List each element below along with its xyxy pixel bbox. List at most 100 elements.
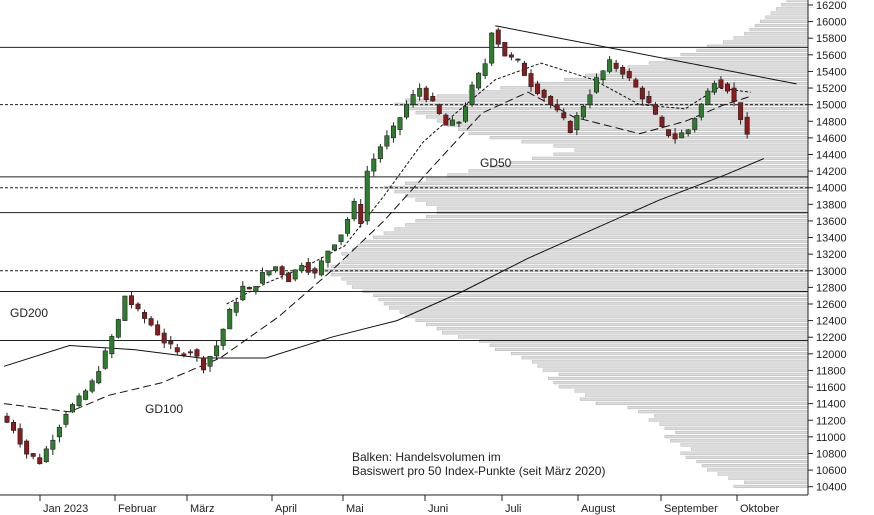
candle-body bbox=[443, 114, 449, 126]
candle-body bbox=[338, 234, 344, 242]
volume-bar bbox=[680, 52, 809, 57]
volume-bar bbox=[426, 214, 809, 219]
candle-body bbox=[273, 266, 279, 272]
candle-body bbox=[50, 439, 56, 450]
x-tick-label: April bbox=[275, 503, 297, 515]
volume-bar bbox=[442, 331, 809, 335]
volume-bar bbox=[574, 389, 809, 393]
candle-body bbox=[11, 422, 17, 431]
volume-bar bbox=[457, 335, 809, 339]
volume-bar bbox=[685, 455, 809, 459]
candle-body bbox=[738, 102, 744, 120]
volume-bar bbox=[659, 422, 809, 426]
y-tick-label: 12800 bbox=[816, 282, 847, 294]
volume-bar bbox=[320, 268, 809, 273]
volume-bar bbox=[696, 459, 809, 464]
candle-body bbox=[76, 395, 82, 407]
y-tick-label: 12400 bbox=[816, 316, 847, 328]
candle-body bbox=[142, 311, 148, 319]
volume-bar bbox=[346, 281, 809, 285]
volume-bar bbox=[744, 32, 809, 36]
axes: Jan 2023 Februar März April Mai Juni Juli Augus… bbox=[0, 0, 847, 515]
y-tick-label: 12600 bbox=[816, 299, 847, 311]
candle-body bbox=[692, 118, 698, 130]
volume-bar bbox=[733, 36, 809, 40]
candle-body bbox=[279, 266, 285, 276]
y-tick-label: 14200 bbox=[816, 166, 847, 178]
candle-body bbox=[115, 319, 121, 338]
y-tick-label: 15600 bbox=[816, 50, 847, 62]
volume-bar bbox=[447, 123, 809, 127]
candle-body bbox=[351, 200, 357, 220]
volume-bar bbox=[669, 439, 809, 443]
candle-body bbox=[561, 112, 567, 119]
volume-bar bbox=[781, 3, 809, 7]
candle-body bbox=[292, 269, 298, 280]
candle-body bbox=[593, 77, 599, 93]
volume-bar bbox=[489, 165, 809, 169]
volume-bar bbox=[468, 90, 809, 94]
y-tick-label: 13000 bbox=[816, 266, 847, 278]
volume-bar bbox=[532, 360, 809, 364]
volume-bar bbox=[696, 48, 809, 52]
volume-bar bbox=[542, 368, 809, 372]
y-tick-label: 10400 bbox=[816, 482, 847, 494]
candle-body bbox=[469, 84, 475, 105]
candle-body bbox=[364, 170, 370, 222]
volume-bar bbox=[754, 23, 809, 28]
candle-body bbox=[207, 356, 213, 367]
volume-bar bbox=[373, 293, 809, 297]
candle-body bbox=[181, 353, 187, 356]
volume-bar bbox=[341, 252, 809, 256]
candle-body bbox=[240, 285, 246, 301]
candle-body bbox=[384, 135, 390, 147]
y-tick-label: 14000 bbox=[816, 183, 847, 195]
candle-body bbox=[168, 341, 174, 345]
candle-body bbox=[397, 117, 403, 130]
candle-body bbox=[194, 349, 200, 357]
candle-body bbox=[390, 125, 396, 139]
candle-body bbox=[430, 96, 436, 102]
x-tick-label: Mai bbox=[346, 503, 364, 515]
candle-body bbox=[318, 260, 324, 276]
y-tick-label: 15200 bbox=[816, 83, 847, 95]
candle-body bbox=[639, 87, 645, 100]
candle-body bbox=[515, 58, 521, 61]
candle-body bbox=[482, 63, 488, 76]
candle-body bbox=[456, 121, 462, 124]
candle-body bbox=[417, 88, 423, 97]
candle-body bbox=[600, 70, 606, 81]
x-tick-label: September bbox=[664, 503, 718, 515]
candle-body bbox=[358, 204, 364, 225]
candle-body bbox=[305, 262, 311, 273]
volume-bar bbox=[579, 397, 809, 401]
y-tick-label: 12000 bbox=[816, 349, 847, 361]
candle-body bbox=[128, 295, 134, 305]
candle-body bbox=[24, 440, 30, 455]
volume-bar bbox=[627, 65, 809, 69]
candle-body bbox=[423, 87, 429, 100]
x-tick-label: Juni bbox=[428, 503, 448, 515]
candle-body bbox=[148, 318, 154, 326]
x-tick-label: Februar bbox=[118, 503, 157, 515]
candle-body bbox=[613, 62, 619, 69]
volume-bar bbox=[585, 393, 809, 397]
volume-bar bbox=[357, 244, 809, 248]
volume-bar bbox=[468, 169, 809, 173]
candle-body bbox=[449, 119, 455, 126]
volume-bar bbox=[351, 285, 809, 289]
volume-bar bbox=[341, 277, 809, 281]
volume-bar bbox=[548, 376, 809, 381]
candle-body bbox=[233, 302, 239, 313]
volume-bar bbox=[436, 119, 809, 123]
candle-body bbox=[345, 218, 351, 234]
candle-body bbox=[227, 309, 233, 330]
candle-body bbox=[436, 104, 442, 115]
volume-bar bbox=[436, 206, 809, 210]
volume-bar bbox=[383, 302, 809, 306]
gd50-label: GD50 bbox=[480, 156, 512, 170]
candle-body bbox=[56, 426, 62, 438]
y-tick-label: 14400 bbox=[816, 149, 847, 161]
volume-bar bbox=[468, 131, 809, 136]
